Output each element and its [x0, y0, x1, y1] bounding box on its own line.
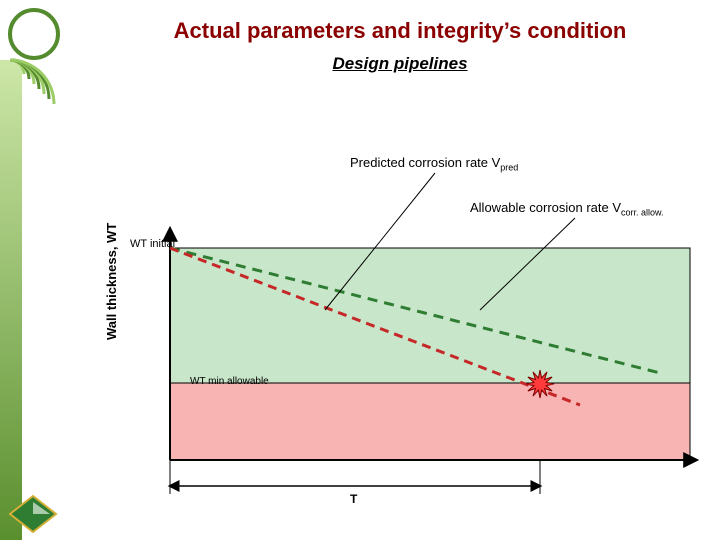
- chart-svg: [100, 140, 700, 520]
- slide-title: Actual parameters and integrity’s condit…: [100, 18, 700, 44]
- wt-min-label: WT min allowable: [190, 376, 269, 387]
- footer-logo: [6, 494, 60, 534]
- callout-allowable: Allowable corrosion rate Vcorr. allow.: [470, 200, 690, 218]
- slide: Actual parameters and integrity’s condit…: [0, 0, 720, 540]
- left-decoration: [0, 0, 80, 540]
- slide-subtitle: Design pipelines: [100, 54, 700, 74]
- callout-predicted: Predicted corrosion rate Vpred: [350, 155, 580, 173]
- y-axis-label: Wall thickness, WT: [104, 223, 119, 340]
- x-axis-label: T: [350, 492, 357, 506]
- wt-initial-label: WT initial: [130, 238, 175, 250]
- chart: Wall thickness, WT Predicted corrosion r…: [100, 140, 700, 520]
